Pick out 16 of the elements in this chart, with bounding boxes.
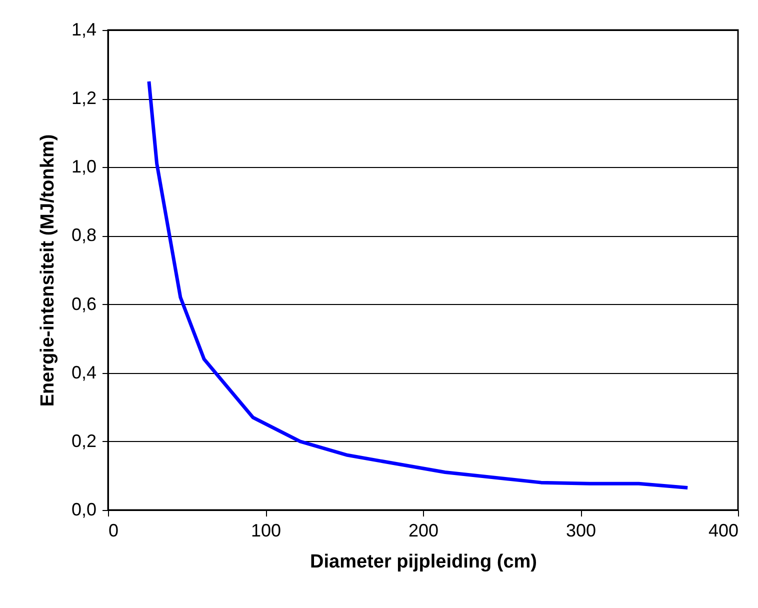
x-tick-label: 300 [566, 520, 596, 540]
x-tick-label: 200 [408, 520, 439, 540]
y-axis-title: Energie-intensiteit (MJ/tonkm) [37, 134, 58, 407]
y-tick-label: 0,0 [71, 500, 96, 520]
y-tick-label: 0,4 [71, 362, 96, 382]
y-tick-label: 0,2 [71, 430, 96, 451]
x-tick-label: 400 [708, 520, 738, 540]
y-tick-label: 0,6 [71, 294, 96, 314]
y-tick-label: 1,0 [71, 156, 96, 177]
line-series [147, 80, 690, 490]
x-axis-title: Diameter pijpleiding (cm) [310, 552, 537, 572]
x-tick-label: 0 [108, 520, 119, 540]
y-tick-label: 0,8 [71, 225, 96, 246]
x-tick-label: 100 [250, 520, 282, 540]
y-tick-label: 1,4 [71, 20, 96, 40]
y-tick-label: 1,2 [71, 88, 96, 108]
